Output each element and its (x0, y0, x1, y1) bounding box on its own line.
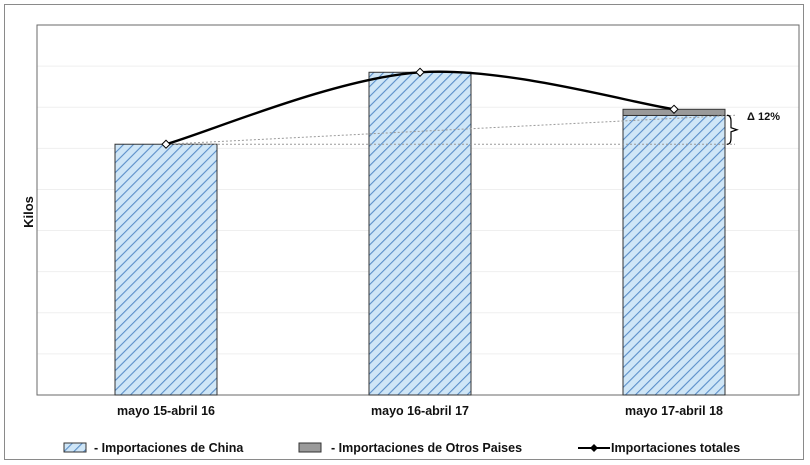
legend-swatch-otros-paises (298, 442, 322, 453)
bar-china (622, 114, 726, 396)
line-point-marker (161, 139, 171, 149)
reference-line-trend (165, 114, 736, 145)
x-tick-label: mayo 17-abril 18 (625, 404, 723, 418)
delta-bracket (726, 114, 739, 145)
x-tick-label: mayo 16-abril 17 (371, 404, 469, 418)
legend-swatch-china (63, 442, 87, 453)
legend-label-otros-paises: - Importaciones de Otros Paises (331, 441, 522, 455)
line-point-marker (415, 67, 425, 77)
legend-label-china: - Importaciones de China (94, 441, 244, 455)
legend-marker-totales (590, 444, 598, 452)
bar-china (368, 71, 472, 396)
bar-china (114, 143, 218, 396)
delta-annotation: Δ 12% (747, 111, 780, 123)
legend-label-totales: Importaciones totales (611, 441, 740, 455)
x-tick-label: mayo 15-abril 16 (117, 404, 215, 418)
y-axis-label: Kilos (21, 196, 36, 228)
line-point-marker (669, 104, 679, 114)
